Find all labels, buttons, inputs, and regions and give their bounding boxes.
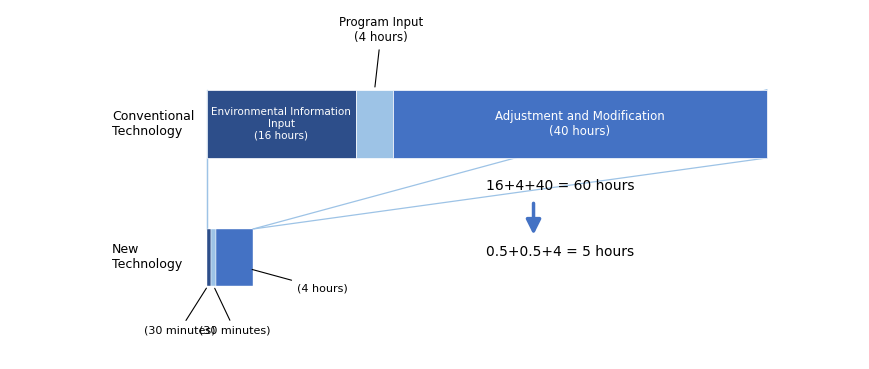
Text: Program Input
(4 hours): Program Input (4 hours) [339,16,423,87]
Text: 16+4+40 = 60 hours: 16+4+40 = 60 hours [486,179,634,193]
Bar [206,90,355,158]
Bar [216,229,253,286]
Text: (30 minutes): (30 minutes) [143,288,215,335]
Bar [211,229,216,286]
Bar [206,229,211,286]
Text: Adjustment and Modification
(40 hours): Adjustment and Modification (40 hours) [494,110,664,138]
Bar [393,90,766,158]
Bar [355,90,393,158]
Text: Conventional
Technology: Conventional Technology [112,110,195,138]
Text: (30 minutes): (30 minutes) [199,288,270,335]
Text: (4 hours): (4 hours) [252,269,348,294]
Text: Environmental Information
Input
(16 hours): Environmental Information Input (16 hour… [211,107,351,141]
Text: New
Technology: New Technology [112,244,182,271]
Text: 0.5+0.5+4 = 5 hours: 0.5+0.5+4 = 5 hours [486,245,634,259]
